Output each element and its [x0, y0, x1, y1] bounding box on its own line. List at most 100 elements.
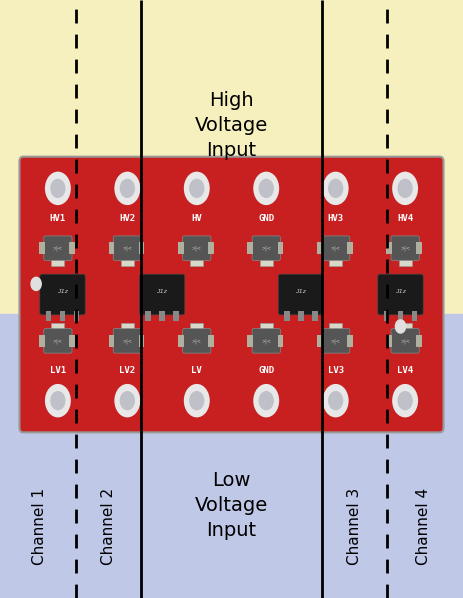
- FancyBboxPatch shape: [278, 274, 324, 315]
- Bar: [139, 242, 144, 254]
- Bar: [139, 335, 144, 347]
- Text: HV: HV: [191, 213, 202, 223]
- FancyBboxPatch shape: [391, 329, 419, 353]
- Bar: [121, 324, 134, 340]
- Bar: [386, 242, 392, 254]
- Bar: [69, 242, 75, 254]
- Text: >|<: >|<: [53, 245, 63, 251]
- Circle shape: [259, 392, 273, 410]
- FancyBboxPatch shape: [44, 236, 72, 261]
- Bar: [121, 249, 134, 266]
- Bar: [248, 242, 253, 254]
- Bar: [190, 249, 203, 266]
- Bar: [74, 311, 79, 322]
- Bar: [347, 242, 353, 254]
- Circle shape: [114, 384, 140, 417]
- FancyBboxPatch shape: [139, 274, 185, 315]
- Circle shape: [45, 172, 71, 205]
- Text: J1z: J1z: [57, 289, 68, 294]
- FancyBboxPatch shape: [113, 329, 142, 353]
- Bar: [51, 324, 64, 340]
- Bar: [39, 335, 44, 347]
- Bar: [39, 242, 44, 254]
- Bar: [260, 249, 273, 266]
- Bar: [277, 335, 283, 347]
- Bar: [317, 335, 322, 347]
- Bar: [108, 335, 114, 347]
- Circle shape: [120, 179, 134, 197]
- Bar: [398, 311, 403, 322]
- Bar: [386, 335, 392, 347]
- Bar: [347, 335, 353, 347]
- Circle shape: [51, 392, 65, 410]
- Text: HV2: HV2: [119, 213, 135, 223]
- Bar: [412, 311, 417, 322]
- Text: LV4: LV4: [397, 366, 413, 376]
- Circle shape: [114, 172, 140, 205]
- FancyBboxPatch shape: [321, 329, 350, 353]
- Bar: [417, 242, 422, 254]
- Text: J1z: J1z: [295, 289, 307, 294]
- Text: >|<: >|<: [400, 338, 410, 344]
- Text: >|<: >|<: [122, 245, 132, 251]
- Bar: [248, 335, 253, 347]
- Circle shape: [190, 392, 204, 410]
- Bar: [60, 311, 65, 322]
- Text: Channel 2: Channel 2: [101, 488, 116, 565]
- Bar: [384, 311, 389, 322]
- FancyBboxPatch shape: [19, 157, 444, 432]
- Text: >|<: >|<: [331, 338, 341, 344]
- Text: LV3: LV3: [328, 366, 344, 376]
- FancyBboxPatch shape: [113, 236, 142, 261]
- FancyBboxPatch shape: [40, 274, 85, 315]
- FancyBboxPatch shape: [252, 236, 281, 261]
- Circle shape: [398, 392, 412, 410]
- Text: GND: GND: [258, 366, 274, 376]
- FancyBboxPatch shape: [391, 236, 419, 261]
- Circle shape: [329, 179, 343, 197]
- FancyBboxPatch shape: [182, 236, 211, 261]
- Text: >|<: >|<: [53, 338, 63, 344]
- Text: LV: LV: [191, 366, 202, 376]
- Bar: [417, 335, 422, 347]
- Circle shape: [398, 179, 412, 197]
- Text: >|<: >|<: [331, 245, 341, 251]
- Circle shape: [184, 384, 210, 417]
- Circle shape: [392, 172, 418, 205]
- FancyBboxPatch shape: [44, 329, 72, 353]
- Bar: [0, 314, 463, 598]
- Circle shape: [259, 179, 273, 197]
- Text: J1z: J1z: [156, 289, 168, 294]
- Text: Channel 3: Channel 3: [347, 487, 362, 565]
- Bar: [312, 311, 318, 322]
- Bar: [173, 311, 179, 322]
- Bar: [317, 242, 322, 254]
- Text: LV1: LV1: [50, 366, 66, 376]
- Text: J1z: J1z: [395, 289, 406, 294]
- Text: Low
Voltage
Input: Low Voltage Input: [195, 471, 268, 540]
- Text: >|<: >|<: [261, 245, 271, 251]
- Text: High
Voltage
Input: High Voltage Input: [195, 91, 268, 160]
- Bar: [260, 324, 273, 340]
- Text: Channel 4: Channel 4: [416, 488, 431, 565]
- Bar: [399, 324, 412, 340]
- Bar: [329, 249, 342, 266]
- Bar: [284, 311, 290, 322]
- Bar: [190, 324, 203, 340]
- Text: >|<: >|<: [400, 245, 410, 251]
- Text: Channel 1: Channel 1: [32, 488, 47, 565]
- Text: HV1: HV1: [50, 213, 66, 223]
- Circle shape: [323, 172, 349, 205]
- Bar: [208, 242, 214, 254]
- Bar: [178, 335, 183, 347]
- Bar: [208, 335, 214, 347]
- Text: GND: GND: [258, 213, 274, 223]
- Circle shape: [395, 320, 406, 333]
- Bar: [159, 311, 165, 322]
- FancyBboxPatch shape: [182, 329, 211, 353]
- Bar: [51, 249, 64, 266]
- FancyBboxPatch shape: [252, 329, 281, 353]
- Circle shape: [190, 179, 204, 197]
- FancyBboxPatch shape: [321, 236, 350, 261]
- Circle shape: [323, 384, 349, 417]
